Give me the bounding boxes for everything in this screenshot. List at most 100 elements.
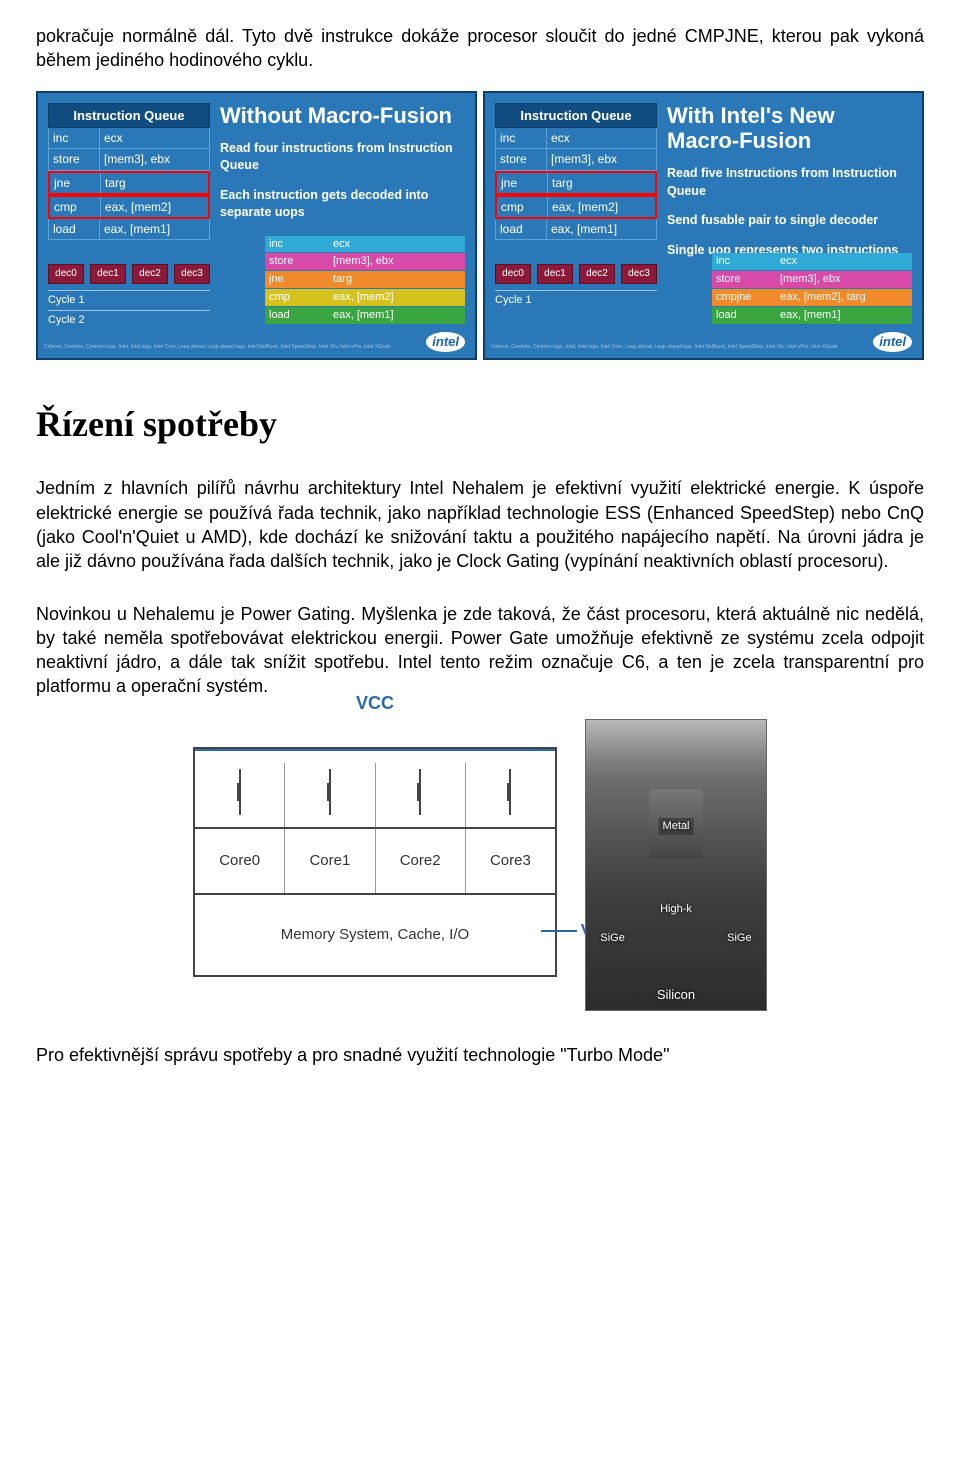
- power-gate-figure: VCC Core0Core1Core2Core3 Memory System, …: [36, 719, 924, 1011]
- iq-header: Instruction Queue: [495, 103, 657, 129]
- legal-footer: Celeron, Centrino, Centrino logo, Intel,…: [491, 344, 916, 354]
- die-label-sige-left: SiGe: [600, 931, 624, 946]
- power-paragraph-2: Novinkou u Nehalemu je Power Gating. Myš…: [36, 602, 924, 699]
- uop-row: incecx: [712, 253, 912, 270]
- transistor-icon: [405, 769, 435, 815]
- core-cell: Core0: [195, 829, 285, 893]
- uop-row: incecx: [265, 236, 465, 253]
- power-gate-block: Core0Core1Core2Core3 Memory System, Cach…: [193, 747, 557, 978]
- decoder: dec2: [579, 264, 615, 284]
- uop-row: cmpjneeax, [mem2], targ: [712, 289, 912, 306]
- panel-title-left: Without Macro-Fusion: [220, 103, 465, 128]
- iq-args: ecx: [547, 128, 656, 148]
- memory-system-label: Memory System, Cache, I/O: [281, 926, 469, 943]
- die-cross-section: Metal High-k SiGe SiGe Silicon: [585, 719, 767, 1011]
- iq-op: load: [49, 219, 100, 239]
- iq-op: cmp: [497, 197, 548, 217]
- iq-args: eax, [mem1]: [547, 219, 656, 239]
- cycle-label: Cycle 2: [48, 310, 210, 330]
- fusion-panel-without: Instruction Queue incecxstore[mem3], ebx…: [36, 91, 477, 360]
- panel-desc-left-1: Read four instructions from Instruction …: [220, 140, 465, 175]
- core-cell: Core3: [466, 829, 555, 893]
- panel-title-right: With Intel's New Macro-Fusion: [667, 103, 912, 154]
- iq-row: incecx: [48, 128, 210, 149]
- iq-args: [mem3], ebx: [100, 149, 209, 169]
- iq-header: Instruction Queue: [48, 103, 210, 129]
- iq-args: eax, [mem2]: [101, 197, 208, 217]
- decoder-row: dec0 dec1 dec2 dec3: [48, 264, 210, 284]
- die-label-silicon: Silicon: [657, 986, 695, 1004]
- transistor-icon: [225, 769, 255, 815]
- macro-fusion-figure: Instruction Queue incecxstore[mem3], ebx…: [36, 91, 924, 360]
- iq-args: targ: [101, 173, 208, 193]
- iq-args: eax, [mem2]: [548, 197, 655, 217]
- power-switch-cell: [285, 763, 375, 827]
- uop-row: jnetarg: [265, 271, 465, 288]
- transistor-icon: [495, 769, 525, 815]
- vcc-label: VCC: [356, 691, 394, 715]
- turbo-mode-paragraph: Pro efektivnější správu spotřeby a pro s…: [36, 1043, 924, 1067]
- core-cell: Core2: [376, 829, 466, 893]
- cycle-label: Cycle 1: [48, 290, 210, 310]
- intro-continuation: pokračuje normálně dál. Tyto dvě instruk…: [36, 24, 924, 73]
- decoder: dec2: [132, 264, 168, 284]
- panel-desc-right-2: Send fusable pair to single decoder: [667, 212, 912, 230]
- iq-row: store[mem3], ebx: [495, 149, 657, 170]
- iq-op: inc: [496, 128, 547, 148]
- iq-op: inc: [49, 128, 100, 148]
- iq-row: loadeax, [mem1]: [48, 219, 210, 240]
- die-label-sige-right: SiGe: [727, 931, 751, 946]
- decoder: dec3: [621, 264, 657, 284]
- panel-desc-right-1: Read five Instructions from Instruction …: [667, 165, 912, 200]
- uop-output-left: incecxstore[mem3], ebxjnetargcmpeax, [me…: [265, 235, 465, 324]
- iq-row: store[mem3], ebx: [48, 149, 210, 170]
- fusion-panel-with: Instruction Queue incecxstore[mem3], ebx…: [483, 91, 924, 360]
- decoder: dec0: [48, 264, 84, 284]
- iq-row: jnetarg: [48, 171, 210, 195]
- instruction-queue-right: Instruction Queue incecxstore[mem3], ebx…: [495, 103, 657, 310]
- panel-desc-left-2: Each instruction gets decoded into separ…: [220, 187, 465, 222]
- iq-row: cmpeax, [mem2]: [48, 195, 210, 219]
- memory-system-block: Memory System, Cache, I/O VTT: [195, 895, 555, 975]
- core-cell: Core1: [285, 829, 375, 893]
- instruction-queue-left: Instruction Queue incecxstore[mem3], ebx…: [48, 103, 210, 330]
- iq-args: targ: [548, 173, 655, 193]
- iq-row: incecx: [495, 128, 657, 149]
- iq-op: jne: [50, 173, 101, 193]
- cycle-label: Cycle 1: [495, 290, 657, 310]
- iq-row: cmpeax, [mem2]: [495, 195, 657, 219]
- iq-row: jnetarg: [495, 171, 657, 195]
- uop-row: loadeax, [mem1]: [712, 307, 912, 324]
- iq-args: [mem3], ebx: [547, 149, 656, 169]
- iq-op: load: [496, 219, 547, 239]
- power-switch-cell: [195, 763, 285, 827]
- decoder: dec1: [90, 264, 126, 284]
- decoder: dec3: [174, 264, 210, 284]
- iq-op: store: [496, 149, 547, 169]
- power-switch-cell: [376, 763, 466, 827]
- decoder-row: dec0 dec1 dec2 dec3: [495, 264, 657, 284]
- power-paragraph-1: Jedním z hlavních pilířů návrhu architek…: [36, 476, 924, 573]
- power-switch-row: [195, 763, 555, 827]
- decoder: dec1: [537, 264, 573, 284]
- cycle-labels: Cycle 1Cycle 2: [48, 290, 210, 330]
- core-row: Core0Core1Core2Core3: [195, 827, 555, 895]
- iq-op: store: [49, 149, 100, 169]
- decoder: dec0: [495, 264, 531, 284]
- cycle-labels: Cycle 1: [495, 290, 657, 310]
- transistor-icon: [315, 769, 345, 815]
- iq-op: jne: [497, 173, 548, 193]
- die-label-metal: Metal: [659, 818, 694, 835]
- uop-row: store[mem3], ebx: [265, 253, 465, 270]
- section-heading-power: Řízení spotřeby: [36, 400, 924, 449]
- power-switch-cell: [466, 763, 555, 827]
- uop-row: cmpeax, [mem2]: [265, 289, 465, 306]
- uop-row: loadeax, [mem1]: [265, 307, 465, 324]
- uop-output-right: incecxstore[mem3], ebxcmpjneeax, [mem2],…: [712, 252, 912, 323]
- iq-args: ecx: [100, 128, 209, 148]
- iq-row: loadeax, [mem1]: [495, 219, 657, 240]
- legal-footer: Celeron, Centrino, Centrino logo, Intel,…: [44, 344, 469, 354]
- iq-args: eax, [mem1]: [100, 219, 209, 239]
- iq-op: cmp: [50, 197, 101, 217]
- uop-row: store[mem3], ebx: [712, 271, 912, 288]
